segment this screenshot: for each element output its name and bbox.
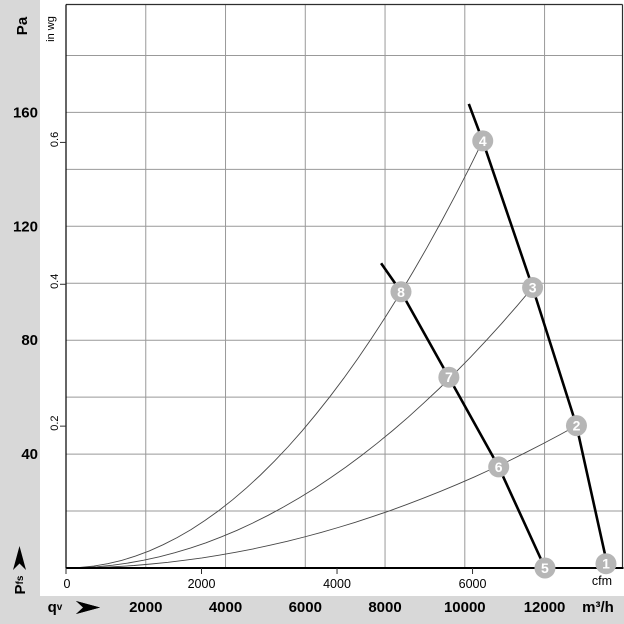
m3h-tick-label: 10000: [444, 599, 486, 616]
qv-main: q: [47, 598, 57, 616]
x-axis-arrow-right-icon: [76, 601, 103, 614]
operating-point-8: 8: [390, 281, 412, 303]
operating-point-circle: [565, 415, 587, 437]
qv-sub: v: [56, 601, 63, 613]
operating-point-number: 7: [445, 369, 453, 385]
operating-point-circle: [534, 557, 556, 579]
cfm-tick-label: 4000: [323, 577, 351, 591]
operating-point-circle: [438, 366, 460, 388]
m3h-tick-label: 4000: [209, 599, 242, 616]
pfs-sub: fs: [14, 575, 26, 585]
inwg-tick-label: 0.4: [49, 274, 61, 289]
pa-tick-label: 160: [13, 104, 38, 121]
operating-point-circle: [472, 130, 494, 152]
cfm-unit-label: cfm: [592, 574, 612, 588]
m3h-unit-label: m³/h: [582, 599, 614, 616]
y-axis-arrow-up-icon: [13, 546, 26, 573]
inwg-tick-label: 0.6: [49, 132, 61, 147]
pfs-main: P: [11, 584, 29, 595]
inwg-tick-label: 0.2: [49, 415, 61, 430]
operating-point-circle: [488, 456, 510, 478]
system-curve-a: [65, 140, 484, 569]
cfm-tick-label: 6000: [459, 577, 487, 591]
m3h-tick-label: 8000: [368, 599, 401, 616]
m3h-tick-label: 2000: [129, 599, 162, 616]
operating-point-5: 5: [534, 557, 556, 579]
cfm-tick-label: 0: [64, 577, 71, 591]
operating-point-number: 8: [397, 284, 405, 300]
pa-tick-label: 120: [13, 218, 38, 235]
operating-point-6: 6: [488, 456, 510, 478]
operating-point-number: 6: [495, 459, 503, 475]
operating-point-3: 3: [522, 277, 544, 299]
pa-tick-label: 40: [21, 446, 38, 463]
m3h-tick-label: 6000: [289, 599, 322, 616]
operating-point-number: 5: [541, 560, 549, 576]
operating-point-7: 7: [438, 366, 460, 388]
pa-tick-label: 80: [21, 332, 38, 349]
y-axis-unit-inwg-label: in wg: [45, 16, 57, 42]
cfm-tick-label: 2000: [188, 577, 216, 591]
operating-point-number: 4: [479, 133, 487, 149]
operating-point-number: 2: [573, 418, 581, 434]
operating-point-circle: [595, 553, 617, 575]
m3h-tick-label: 12000: [524, 599, 566, 616]
operating-point-1: 1: [595, 553, 617, 575]
operating-point-4: 4: [472, 130, 494, 152]
operating-point-2: 2: [565, 415, 587, 437]
operating-point-circle: [390, 281, 412, 303]
operating-point-circle: [522, 277, 544, 299]
operating-point-number: 3: [529, 280, 537, 296]
operating-point-number: 1: [602, 556, 610, 572]
